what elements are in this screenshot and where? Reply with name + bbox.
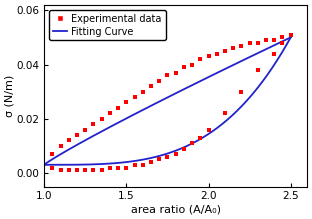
Point — [280, 41, 285, 45]
Point — [83, 128, 88, 131]
Point — [198, 136, 203, 140]
Point — [288, 33, 293, 36]
Point — [75, 133, 80, 137]
Point — [173, 71, 178, 74]
Point — [115, 166, 120, 169]
Point — [157, 158, 162, 161]
Point — [231, 46, 236, 50]
Point — [91, 168, 96, 172]
Point — [272, 38, 277, 42]
Point — [132, 163, 137, 167]
X-axis label: area ratio (A/A₀): area ratio (A/A₀) — [131, 204, 221, 214]
Point — [99, 168, 104, 172]
Point — [75, 168, 80, 172]
Point — [124, 101, 129, 104]
Point — [124, 166, 129, 169]
Point — [140, 163, 145, 167]
Point — [239, 44, 244, 47]
Point — [239, 90, 244, 93]
Point — [255, 68, 260, 72]
Point — [91, 122, 96, 126]
Point — [206, 128, 211, 131]
Point — [173, 152, 178, 156]
Point — [288, 33, 293, 36]
Point — [222, 49, 227, 53]
Point — [247, 41, 252, 45]
Point — [157, 79, 162, 83]
Point — [107, 166, 112, 169]
Point — [272, 52, 277, 55]
Point — [50, 166, 55, 169]
Point — [214, 52, 219, 55]
Point — [58, 168, 63, 172]
Point — [58, 144, 63, 148]
Point — [107, 111, 112, 115]
Point — [190, 141, 195, 145]
Y-axis label: σ (N/m): σ (N/m) — [5, 74, 15, 117]
Point — [149, 160, 154, 164]
Point — [255, 41, 260, 45]
Point — [198, 57, 203, 61]
Point — [181, 147, 186, 150]
Point — [149, 85, 154, 88]
Point — [66, 139, 71, 142]
Point — [222, 111, 227, 115]
Point — [280, 36, 285, 39]
Point — [132, 95, 137, 99]
Point — [264, 38, 269, 42]
Point — [181, 65, 186, 69]
Point — [165, 74, 170, 77]
Point — [190, 63, 195, 66]
Point — [115, 106, 120, 110]
Point — [66, 168, 71, 172]
Point — [140, 90, 145, 93]
Point — [99, 117, 104, 120]
Legend: Experimental data, Fitting Curve: Experimental data, Fitting Curve — [49, 10, 166, 41]
Point — [83, 168, 88, 172]
Point — [206, 55, 211, 58]
Point — [50, 152, 55, 156]
Point — [165, 155, 170, 158]
